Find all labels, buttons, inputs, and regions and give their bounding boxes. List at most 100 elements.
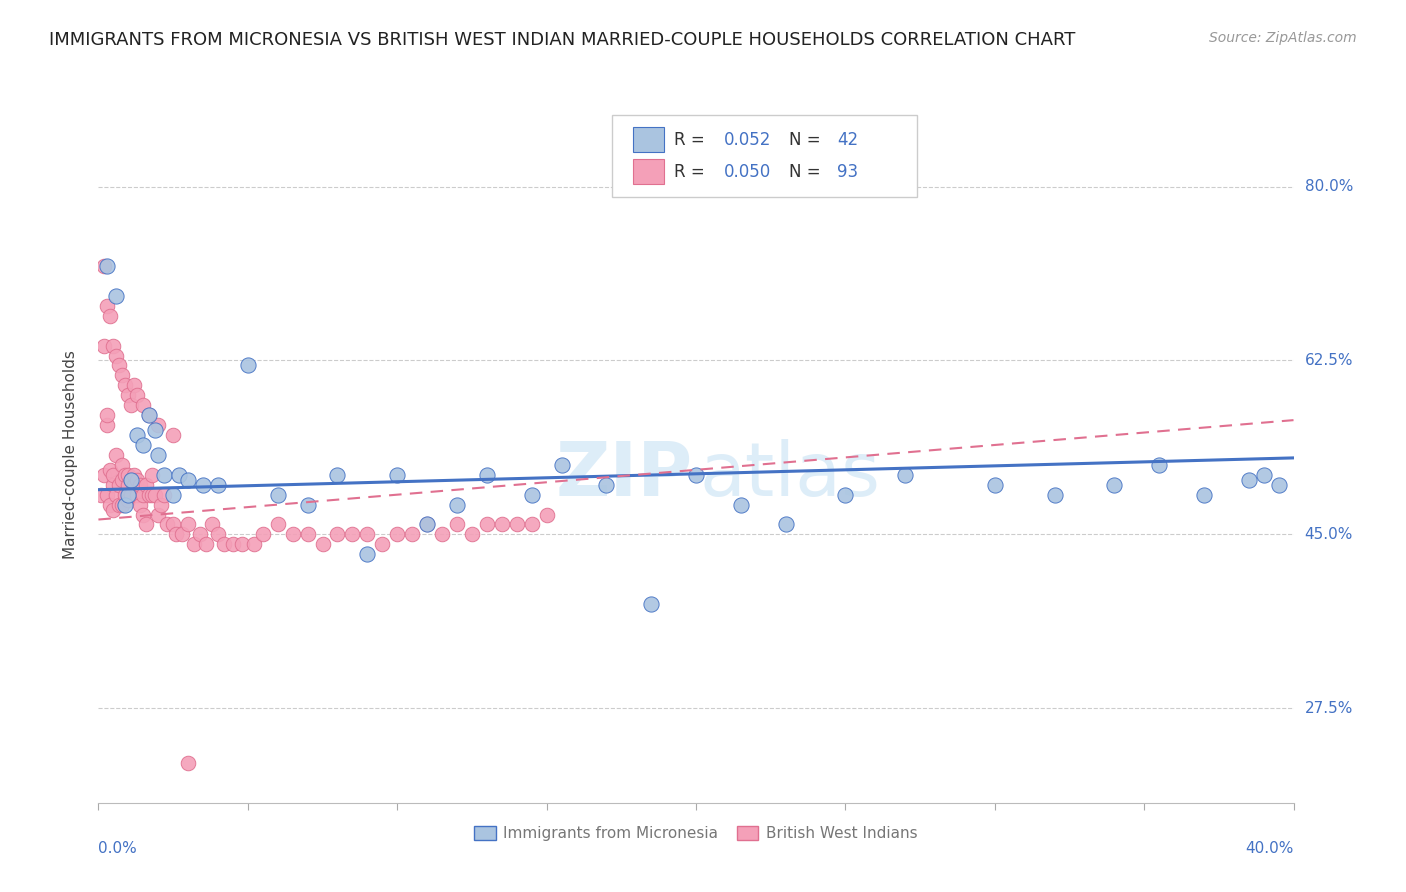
Point bbox=[98, 463, 122, 477]
Point bbox=[236, 359, 259, 373]
Text: atlas: atlas bbox=[700, 439, 880, 512]
Point bbox=[96, 259, 118, 273]
Point bbox=[156, 517, 179, 532]
Point bbox=[475, 517, 498, 532]
Point bbox=[188, 527, 211, 541]
Point bbox=[520, 488, 543, 502]
Point bbox=[150, 498, 173, 512]
Point bbox=[105, 349, 128, 363]
Point bbox=[105, 448, 128, 462]
Point bbox=[103, 467, 125, 482]
Text: IMMIGRANTS FROM MICRONESIA VS BRITISH WEST INDIAN MARRIED-COUPLE HOUSEHOLDS CORR: IMMIGRANTS FROM MICRONESIA VS BRITISH WE… bbox=[49, 31, 1076, 49]
Point bbox=[167, 467, 190, 482]
Point bbox=[124, 477, 146, 491]
Point bbox=[430, 527, 453, 541]
Point bbox=[124, 378, 146, 392]
Text: 0.052: 0.052 bbox=[724, 131, 770, 149]
Point bbox=[148, 418, 170, 433]
Point bbox=[342, 527, 364, 541]
Point bbox=[267, 488, 290, 502]
Point bbox=[1043, 488, 1066, 502]
Point bbox=[93, 467, 115, 482]
Point bbox=[267, 517, 290, 532]
Point bbox=[371, 537, 394, 551]
Point bbox=[461, 527, 484, 541]
Legend: Immigrants from Micronesia, British West Indians: Immigrants from Micronesia, British West… bbox=[468, 820, 924, 847]
Point bbox=[148, 508, 170, 522]
Point bbox=[96, 488, 118, 502]
Point bbox=[416, 517, 439, 532]
Point bbox=[105, 488, 128, 502]
Point bbox=[207, 477, 229, 491]
Point bbox=[1147, 458, 1170, 472]
Point bbox=[96, 418, 118, 433]
Point bbox=[127, 428, 149, 442]
Point bbox=[138, 408, 160, 422]
Point bbox=[640, 597, 662, 611]
Point bbox=[117, 388, 139, 402]
Point bbox=[446, 498, 468, 512]
Text: 27.5%: 27.5% bbox=[1305, 701, 1353, 716]
Point bbox=[132, 398, 155, 412]
Point bbox=[132, 488, 155, 502]
FancyBboxPatch shape bbox=[633, 159, 664, 185]
Text: 93: 93 bbox=[837, 162, 858, 181]
Point bbox=[132, 438, 155, 452]
Text: ZIP: ZIP bbox=[555, 439, 692, 512]
Point bbox=[520, 517, 543, 532]
Point bbox=[401, 527, 423, 541]
Point bbox=[117, 477, 139, 491]
FancyBboxPatch shape bbox=[633, 128, 664, 153]
Point bbox=[162, 428, 184, 442]
Point bbox=[117, 467, 139, 482]
Text: 45.0%: 45.0% bbox=[1305, 527, 1353, 542]
Point bbox=[177, 473, 200, 487]
Point bbox=[231, 537, 253, 551]
Point bbox=[153, 467, 176, 482]
Y-axis label: Married-couple Households: Married-couple Households bbox=[63, 351, 77, 559]
Point bbox=[195, 537, 218, 551]
Point bbox=[105, 289, 128, 303]
Point bbox=[385, 467, 409, 482]
Point bbox=[148, 448, 170, 462]
Point bbox=[730, 498, 752, 512]
Point bbox=[446, 517, 468, 532]
Point bbox=[114, 488, 136, 502]
Point bbox=[177, 756, 200, 770]
Point bbox=[775, 517, 797, 532]
Point bbox=[834, 488, 856, 502]
Point bbox=[135, 517, 157, 532]
Point bbox=[135, 477, 157, 491]
Point bbox=[138, 408, 160, 422]
Point bbox=[297, 527, 319, 541]
Point bbox=[127, 488, 149, 502]
Point bbox=[326, 527, 349, 541]
Point bbox=[165, 527, 187, 541]
FancyBboxPatch shape bbox=[613, 115, 917, 197]
Point bbox=[162, 517, 184, 532]
Point bbox=[894, 467, 917, 482]
Point bbox=[96, 299, 118, 313]
Point bbox=[191, 477, 214, 491]
Point bbox=[177, 517, 200, 532]
Point bbox=[416, 517, 439, 532]
Point bbox=[108, 477, 131, 491]
Point bbox=[297, 498, 319, 512]
Point bbox=[1104, 477, 1126, 491]
Point bbox=[356, 527, 378, 541]
Point bbox=[103, 477, 125, 491]
Point bbox=[111, 368, 134, 383]
Text: R =: R = bbox=[675, 131, 710, 149]
Point bbox=[984, 477, 1007, 491]
Point bbox=[356, 547, 378, 561]
Point bbox=[120, 398, 142, 412]
Point bbox=[475, 467, 498, 482]
Point bbox=[127, 473, 149, 487]
Point bbox=[1237, 473, 1260, 487]
Point bbox=[138, 488, 160, 502]
Point bbox=[243, 537, 266, 551]
Point bbox=[127, 388, 149, 402]
Point bbox=[143, 488, 166, 502]
Point bbox=[120, 488, 142, 502]
Point bbox=[108, 498, 131, 512]
